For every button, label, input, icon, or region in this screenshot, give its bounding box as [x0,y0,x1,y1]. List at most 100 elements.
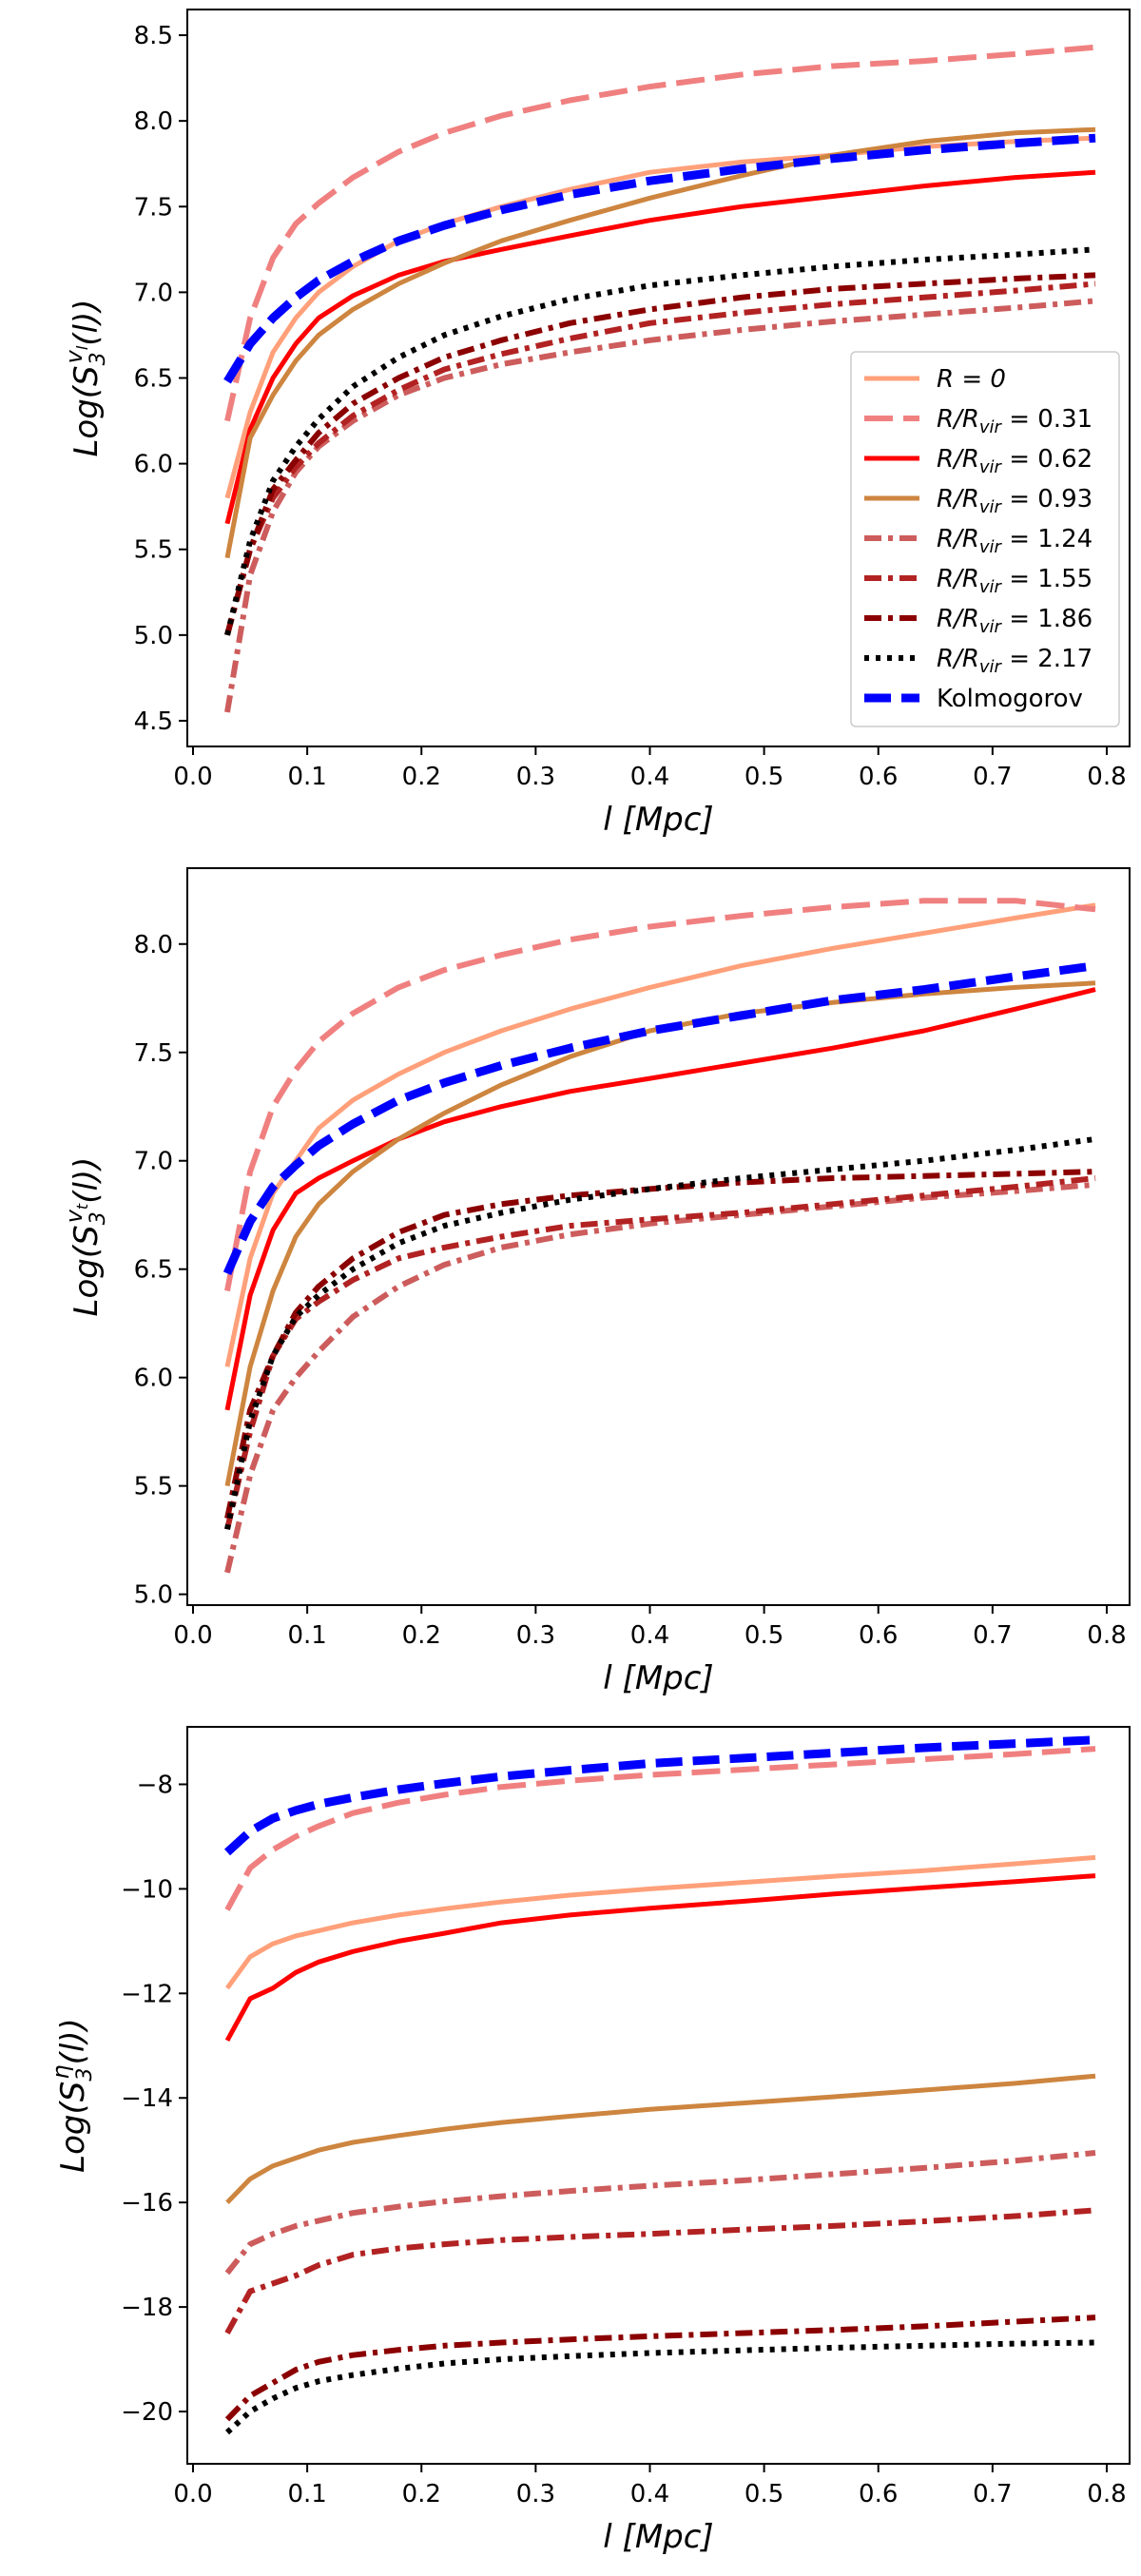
y-tick-label: −10 [121,1875,173,1904]
x-tick-label: 0.0 [173,1621,212,1650]
series-line-R155 [224,281,1096,636]
y-tick-label: 6.0 [134,1365,173,1393]
plot-frame [186,1726,1131,2465]
y-axis-label: Log(S3η(l)) [48,2018,97,2173]
x-tick-label: 0.6 [859,763,898,791]
x-tick-label: 0.4 [630,2480,669,2508]
series-line-R217 [224,1135,1096,1530]
y-tick-label: −16 [121,2189,173,2218]
x-tick-label: 0.7 [973,2480,1012,2508]
legend: R = 0 R/Rvir = 0.31 R/Rvir = 0.62 R/Rvir = … [850,351,1120,727]
series-line-kolmogorov [223,1735,1096,1856]
legend-box [850,351,1120,727]
x-tick-label: 0.2 [402,763,441,791]
x-tick-label: 0.2 [402,1621,441,1650]
x-tick-label: 0.6 [859,1621,898,1650]
legend-label-R0: R = 0 [937,365,1006,394]
y-tick-label: 6.0 [134,451,173,479]
series-line-R124 [224,1181,1096,1574]
legend-label-R155: R/Rvir = 1.55 [937,565,1093,597]
plot-frame [186,867,1131,1606]
series-line-R186 [224,272,1096,636]
series-line-R031 [224,898,1096,1292]
x-axis-label: l [Mpc] [603,801,713,839]
legend-label-R093: R/Rvir = 0.93 [937,485,1093,517]
y-tick-label: 7.0 [134,1148,173,1176]
x-tick-label: 0.1 [287,763,326,791]
chart-panel-1: 0.0 0.1 0.2 0.3 0.4 0.5 0.6 0.7 0.8 4.5 5.0 5.5 6.0 6… [61,9,1131,839]
x-axis-label: l [Mpc] [603,2518,713,2556]
x-tick-label: 0.0 [173,763,212,791]
series-line-R0 [224,1854,1096,1990]
y-tick-label: 7.5 [134,193,173,222]
series-line-R124 [224,298,1096,713]
x-tick-label: 0.4 [630,1621,669,1650]
x-tick-label: 0.5 [745,763,783,791]
series-line-R093 [225,2073,1096,2204]
series-line-kolmogorov [222,961,1096,1276]
y-tick-label: 8.0 [134,931,173,959]
y-tick-label: 6.5 [134,365,173,394]
y-axis-label: Log(S3vt(l)) [61,1157,110,1317]
legend-label-R124: R/Rvir = 1.24 [937,525,1093,557]
x-tick-label: 0.8 [1087,763,1126,791]
x-tick-label: 0.0 [173,2480,212,2508]
x-tick-label: 0.2 [402,2480,441,2508]
series-line-R155 [224,2207,1096,2335]
x-tick-label: 0.7 [973,763,1012,791]
series-line-R124 [224,2150,1096,2276]
x-tick-label: 0.3 [516,1621,555,1650]
x-tick-label: 0.6 [859,2480,898,2508]
y-tick-label: 5.0 [134,1581,173,1610]
y-tick-label: 5.5 [134,536,173,565]
y-axis-label: Log(S3vl(l)) [61,299,110,456]
legend-label-R031: R/Rvir = 0.31 [937,405,1093,437]
y-tick-label: 4.5 [134,707,173,736]
legend-label-R186: R/Rvir = 1.86 [937,605,1093,637]
series-line-R093 [224,980,1096,1487]
x-tick-label: 0.5 [745,1621,783,1650]
series-line-R062 [224,987,1096,1411]
x-tick-label: 0.7 [973,1621,1012,1650]
x-axis-label: l [Mpc] [603,1659,713,1697]
y-tick-label: −8 [137,1771,173,1799]
series-line-R031 [224,44,1096,422]
series-line-R186 [224,1169,1096,1520]
x-tick-label: 0.3 [516,2480,555,2508]
y-tick-label: −18 [121,2294,173,2322]
y-tick-label: −12 [121,1980,173,2008]
series-line-R0 [224,902,1096,1367]
x-tick-label: 0.5 [745,2480,783,2508]
x-tick-label: 0.3 [516,763,555,791]
chart-panel-3: 0.0 0.1 0.2 0.3 0.4 0.5 0.6 0.7 0.8 −20 −18 −16 −14 −… [48,1726,1131,2556]
x-tick-label: 0.1 [287,1621,326,1650]
series-line-R155 [224,1175,1096,1530]
series-line-R186 [224,2315,1096,2422]
y-tick-label: −14 [121,2084,173,2113]
series-line-R062 [224,1873,1096,2043]
y-tick-label: −20 [121,2398,173,2427]
legend-label-R217: R/Rvir = 2.17 [937,645,1093,677]
legend-label-kolmogorov: Kolmogorov [937,685,1083,713]
series-group [222,898,1096,1574]
series-line-R217 [224,2339,1096,2435]
chart-panel-2: 0.0 0.1 0.2 0.3 0.4 0.5 0.6 0.7 0.8 5.0 5.5 6.0 6.5 7… [61,867,1131,1697]
x-tick-label: 0.1 [287,2480,326,2508]
x-tick-label: 0.8 [1087,2480,1126,2508]
y-tick-label: 7.5 [134,1039,173,1068]
series-line-R031 [224,1746,1096,1911]
series-group [223,44,1096,713]
y-tick-label: 5.5 [134,1473,173,1501]
y-tick-label: 7.0 [134,279,173,307]
y-tick-label: 5.0 [134,622,173,650]
legend-label-R062: R/Rvir = 0.62 [937,445,1093,477]
series-line-R062 [224,169,1096,525]
series-line-R093 [224,126,1096,559]
x-tick-label: 0.4 [630,763,669,791]
series-line-kolmogorov [223,133,1096,384]
x-tick-label: 0.8 [1087,1621,1126,1650]
y-tick-label: 8.5 [134,22,173,50]
y-tick-label: 6.5 [134,1256,173,1285]
y-tick-label: 8.0 [134,107,173,136]
